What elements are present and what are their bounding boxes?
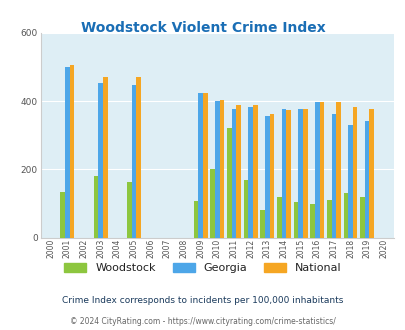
Bar xyxy=(202,93,207,238)
Bar xyxy=(243,180,247,238)
Bar xyxy=(231,109,236,238)
Bar xyxy=(193,201,198,238)
Bar xyxy=(131,85,136,238)
Text: Woodstock Violent Crime Index: Woodstock Violent Crime Index xyxy=(81,21,324,35)
Bar xyxy=(260,210,264,238)
Bar xyxy=(210,169,214,238)
Bar xyxy=(314,102,319,238)
Bar xyxy=(219,100,224,238)
Bar xyxy=(69,65,74,238)
Bar xyxy=(331,114,335,238)
Bar xyxy=(309,204,314,238)
Bar xyxy=(286,111,290,238)
Text: Crime Index corresponds to incidents per 100,000 inhabitants: Crime Index corresponds to incidents per… xyxy=(62,296,343,305)
Bar xyxy=(293,202,297,238)
Bar xyxy=(264,115,269,238)
Bar xyxy=(226,128,231,238)
Bar xyxy=(326,200,331,238)
Bar xyxy=(302,109,307,238)
Bar xyxy=(65,67,69,238)
Bar xyxy=(297,109,302,238)
Bar xyxy=(364,121,369,238)
Bar xyxy=(102,77,107,238)
Bar xyxy=(198,93,202,238)
Bar xyxy=(276,197,281,238)
Bar xyxy=(335,102,340,238)
Bar xyxy=(352,107,357,238)
Bar xyxy=(247,107,252,238)
Bar xyxy=(369,109,373,238)
Text: © 2024 CityRating.com - https://www.cityrating.com/crime-statistics/: © 2024 CityRating.com - https://www.city… xyxy=(70,317,335,326)
Bar xyxy=(269,114,273,238)
Bar xyxy=(359,197,364,238)
Bar xyxy=(93,176,98,238)
Legend: Woodstock, Georgia, National: Woodstock, Georgia, National xyxy=(64,263,341,273)
Bar xyxy=(136,77,141,238)
Bar xyxy=(98,83,102,238)
Bar xyxy=(281,109,286,238)
Bar xyxy=(236,105,240,238)
Bar xyxy=(60,191,65,238)
Bar xyxy=(347,125,352,238)
Bar xyxy=(319,102,323,238)
Bar xyxy=(343,193,347,238)
Bar xyxy=(252,105,257,238)
Bar xyxy=(127,182,131,238)
Bar xyxy=(214,101,219,238)
